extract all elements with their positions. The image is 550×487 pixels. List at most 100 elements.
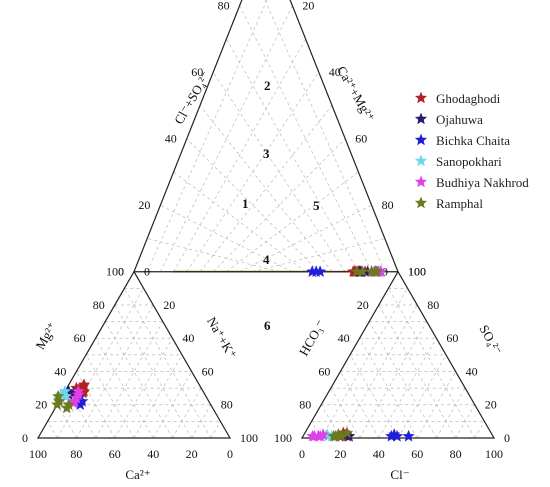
legend-label-ghodaghodi: Ghodaghodi: [436, 91, 501, 106]
legend-label-bichka-chaita: Bichka Chaita: [436, 133, 510, 148]
cation-bottom-tick-label: 100: [29, 447, 47, 461]
diamond-grid: [239, 5, 372, 272]
cation-triangle-grid: [47, 421, 58, 439]
cation-right-tick-label: 20: [163, 298, 175, 312]
diamond-grid: [199, 105, 333, 272]
cation-bottom-tick-label: 80: [70, 447, 82, 461]
anion-bottom-tick-label: 100: [485, 447, 503, 461]
diamond-grid: [212, 71, 346, 272]
anion-triangle-grid: [340, 304, 418, 439]
diamond-point-bichka-chaita: [305, 265, 319, 278]
grid-lines: [47, 0, 485, 439]
anion-triangle-grid: [320, 288, 408, 439]
anion-right-tick-label: 0: [504, 431, 510, 445]
anion-triangle-grid: [455, 404, 476, 439]
cation-right-tick-label: 0: [144, 265, 150, 279]
legend-label-ojahuwa: Ojahuwa: [436, 112, 483, 127]
anion-left-tick-label: 100: [274, 431, 292, 445]
anion-point-bichka-chaita: [387, 428, 401, 440]
cation-point-ramphal: [62, 398, 75, 411]
cation-triangle-grid: [56, 288, 144, 439]
anion-bottom-tick-label: 0: [299, 447, 305, 461]
zone-label-1: 1: [242, 196, 249, 211]
cation-left-tick-label: 60: [74, 331, 86, 345]
cation-triangle-grid: [85, 354, 135, 439]
anion-triangle-grid: [378, 304, 456, 439]
diamond-upper-right-tick-label: 100: [408, 265, 426, 279]
cation-triangle-grid: [56, 404, 77, 439]
anion-point-bichka-chaita: [402, 429, 415, 442]
diamond-point-ramphal: [370, 265, 384, 278]
diamond-upper-right-axis-label: Ca²⁺+Mg²⁺: [334, 63, 378, 124]
cation-triangle-grid: [124, 288, 212, 439]
anion-triangle-grid: [359, 321, 428, 439]
anion-left-tick-label: 0: [382, 265, 388, 279]
diamond-grid: [147, 238, 280, 273]
cation-triangle-grid: [95, 321, 164, 439]
cation-bottom-axis-label: Ca²⁺: [125, 467, 150, 482]
cation-triangle-outline: [36, 270, 232, 439]
cation-point-budhiya-nakhrod: [72, 384, 85, 397]
tick-labels: 0000000020202020202020204040404040404040…: [22, 0, 510, 461]
anion-left-axis-label: HCO₃⁻: [296, 317, 328, 358]
legend-marker-bichka-chaita: [414, 133, 428, 146]
diamond-upper-right-tick-label: 80: [382, 198, 394, 212]
diamond-grid: [186, 71, 320, 272]
zone-label-3: 3: [263, 146, 270, 161]
cation-triangle-grid: [172, 387, 202, 439]
cation-triangle-grid: [76, 371, 116, 439]
anion-bottom-axis-label: Cl⁻: [390, 467, 409, 482]
anion-right-tick-label: 60: [446, 331, 458, 345]
legend-label-sanopokhari: Sanopokhari: [436, 154, 502, 169]
anion-point-ramphal: [329, 429, 342, 442]
anion-triangle-grid: [388, 288, 476, 439]
anion-triangle-grid: [416, 371, 456, 439]
anion-triangle-grid: [330, 387, 360, 439]
data-points: [50, 265, 415, 442]
anion-right-tick-label: 20: [485, 398, 497, 412]
anion-triangle-grid: [368, 321, 437, 439]
anion-bottom-tick-label: 40: [373, 447, 385, 461]
diamond-grid: [212, 138, 346, 272]
anion-triangle-grid: [436, 387, 466, 439]
zone-label-2: 2: [264, 78, 271, 93]
diamond-grid: [146, 0, 268, 272]
diamond-upper-right-tick-label: 40: [329, 65, 341, 79]
cation-point-ramphal: [52, 394, 66, 407]
anion-left-tick-label: 20: [357, 298, 369, 312]
cation-right-axis-label: Na⁺+K⁺: [204, 314, 240, 361]
diamond-upper-left-tick-label: 80: [218, 0, 230, 13]
legend-marker-sanopokhari: [414, 154, 428, 167]
anion-right-axis-label: SO₄²⁻: [476, 322, 505, 357]
diamond-grid: [173, 38, 306, 272]
diamond-grid: [226, 38, 359, 272]
legend-marker-budhiya-nakhrod: [414, 175, 428, 188]
legend-marker-ghodaghodi: [414, 91, 428, 104]
anion-triangle-grid: [349, 354, 399, 439]
diamond-grid: [252, 238, 385, 273]
diamond-upper-left-tick-label: 20: [138, 198, 150, 212]
anion-left-tick-label: 80: [299, 398, 311, 412]
cation-left-tick-label: 0: [22, 431, 28, 445]
cation-left-tick-label: 100: [106, 265, 124, 279]
cation-left-tick-label: 40: [54, 364, 66, 378]
legend-marker-ramphal: [414, 196, 428, 209]
anion-left-tick-label: 60: [318, 364, 330, 378]
cation-left-tick-label: 20: [35, 398, 47, 412]
cation-bottom-tick-label: 60: [109, 447, 121, 461]
legend-label-budhiya-nakhrod: Budhiya Nakhrod: [436, 175, 529, 190]
cation-triangle-grid: [133, 354, 183, 439]
cation-triangle-grid: [104, 321, 173, 439]
zone-label-5: 5: [313, 198, 320, 213]
diamond-upper-right-tick-label: 60: [355, 132, 367, 146]
cation-left-axis-label: Mg²⁺: [32, 320, 59, 352]
cation-triangle-grid: [191, 404, 212, 439]
cation-right-tick-label: 100: [240, 431, 258, 445]
anion-triangle-grid: [474, 421, 485, 439]
anion-triangle-grid: [340, 371, 380, 439]
anion-point-ramphal: [340, 426, 354, 439]
diamond-grid: [160, 5, 293, 272]
anion-bottom-tick-label: 80: [450, 447, 462, 461]
anion-left-tick-label: 40: [338, 331, 350, 345]
